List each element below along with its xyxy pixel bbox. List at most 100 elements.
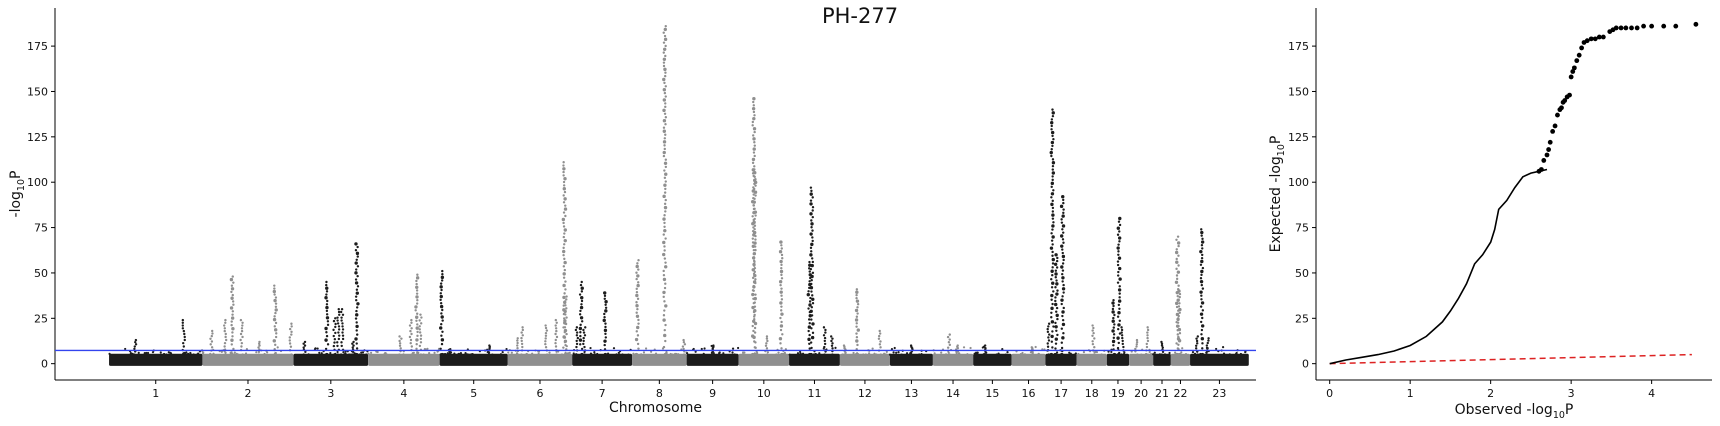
snp-point [1158,353,1161,356]
qq-point [1634,25,1640,31]
snp-point [702,352,705,355]
snp-point [1123,351,1126,354]
peak-point [753,141,756,144]
chromosome-band [889,353,933,366]
peak-point [662,126,666,129]
peak-point [1062,332,1065,335]
peak-point [579,334,582,338]
snp-point [507,351,510,354]
snp-point [885,350,888,353]
peak-point [564,343,567,347]
peak-point [1177,254,1180,257]
snp-point [1095,350,1098,354]
peak-point [410,321,413,325]
peak-point [1120,353,1123,356]
peak-point [637,318,640,322]
peak-point [754,341,757,344]
peak-point [752,319,756,323]
peak-point [781,333,784,336]
peak-point [182,341,185,345]
peak-point [809,286,814,290]
qq-point [1562,98,1568,103]
peak-point [662,57,667,61]
peak-point [563,336,567,339]
peak-point [326,343,330,346]
peak-point [1175,267,1178,271]
qq-y-tick-label: 150 [1288,85,1309,98]
peak-point [664,210,667,213]
peak-point [1055,266,1059,269]
peak-point [1177,264,1180,267]
peak-point [555,335,559,339]
chromosome-label: 23 [1212,387,1226,400]
peak-point [662,150,666,155]
peak-point [1146,326,1149,329]
peak-point [288,327,292,331]
peak-point [635,330,638,333]
peak-point [1175,238,1178,241]
peak-point [682,347,685,351]
peak-point [341,328,345,331]
peak-point [419,337,423,341]
peak-point [1178,295,1181,299]
peak-point [1050,320,1055,324]
peak-point [948,343,952,347]
peak-point [1112,316,1115,320]
peak-point [809,199,813,202]
peak-point [341,337,345,341]
peak-point [664,54,667,58]
peak-point [555,321,558,325]
peak-point [562,283,566,288]
peak-point [810,250,813,253]
peak-point [948,353,951,356]
manhattan-y-tick-label: 0 [41,358,48,371]
peak-point [398,353,401,356]
manhattan-y-tick-label: 125 [27,131,48,144]
peak-point [241,335,244,339]
chromosome-band [1011,353,1046,366]
peak-point [564,288,567,291]
peak-point [855,290,859,294]
peak-point [1056,256,1059,260]
peak-point [415,289,419,292]
peak-point [809,253,813,257]
snp-point [741,353,744,356]
peak-point [408,324,412,327]
peak-point [230,320,233,323]
peak-point [334,322,337,326]
peak-point [1146,353,1149,356]
snp-point [617,351,620,354]
peak-point [780,253,784,257]
peak-point [337,308,340,311]
peak-point [810,335,815,340]
peak-point [563,268,567,272]
peak-point [664,102,667,105]
snp-point [731,351,734,354]
peak-point [325,293,328,296]
peak-point [288,339,291,342]
peak-point [410,318,413,322]
peak-point [1116,281,1120,284]
peak-point [232,281,235,284]
chromosome-label: 21 [1155,387,1169,400]
peak-point [1052,290,1055,293]
peak-point [441,308,444,312]
peak-point [562,221,565,225]
peak-point [182,329,186,333]
chromosome-label: 18 [1085,387,1099,400]
peak-point [439,282,443,285]
peak-point [1061,228,1064,231]
chromosome-band [932,353,974,366]
peak-point [1201,287,1205,290]
peak-point [1175,342,1178,345]
peak-point [842,344,846,347]
peak-point [1199,312,1204,316]
peak-point [1177,305,1181,308]
peak-point [416,299,419,302]
peak-point [811,260,815,264]
peak-point [753,227,756,231]
peak-point [420,316,423,319]
peak-point [752,110,756,114]
peak-point [562,272,566,276]
peak-point [418,328,421,331]
